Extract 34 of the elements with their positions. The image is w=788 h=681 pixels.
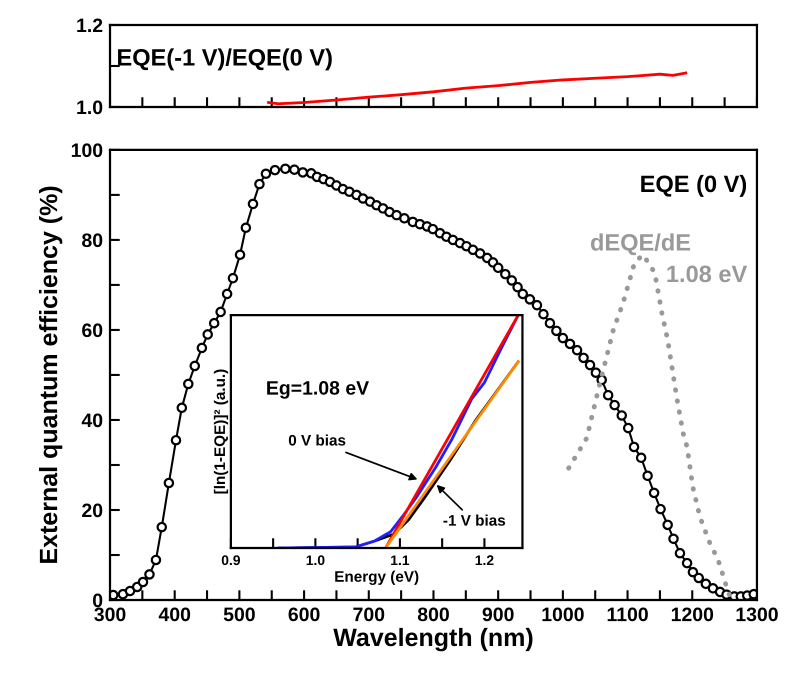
x-tick-label: 1.2 (476, 555, 494, 566)
x-tick-label: 300 (94, 607, 126, 622)
annotation: -1 V bias (443, 514, 506, 526)
annotation: EQE(-1 V)/EQE(0 V) (118, 48, 332, 70)
y-tick-label: 0 (93, 593, 102, 608)
y-tick-label: 60 (82, 323, 102, 338)
x-tick-label: 1200 (672, 607, 714, 622)
x-tick-label: 400 (158, 607, 190, 622)
x-tick-label: 1300 (736, 607, 778, 622)
x-tick-label: 0.9 (222, 555, 240, 566)
x-tick-label: 500 (224, 607, 255, 622)
annotation: 1.08 eV (667, 266, 748, 282)
y-axis-title: External quantum efficiency (%) (38, 186, 62, 563)
x-tick-label: 1100 (608, 607, 648, 622)
y-tick-label: 40 (82, 413, 102, 428)
x-tick-label: 1000 (542, 607, 584, 622)
annotation: EQE (0 V) (641, 174, 746, 197)
y-tick-label: 80 (82, 233, 102, 248)
x-axis-title: Energy (eV) (335, 570, 418, 585)
y-tick-label: 1.2 (77, 18, 102, 32)
annotation: 0 V bias (288, 434, 346, 446)
y-tick-label: 100 (72, 143, 102, 158)
x-tick-label: 700 (353, 607, 384, 622)
x-tick-label: 1.0 (306, 555, 324, 566)
y-tick-label: 20 (82, 503, 102, 518)
x-tick-label: 900 (482, 607, 514, 622)
annotation: Eg=1.08 eV (267, 380, 369, 399)
y-tick-label: 1.0 (77, 100, 102, 114)
x-tick-label: 600 (288, 607, 320, 622)
y-axis-title: [ln(1-EQE)]² (a.u.) (214, 370, 228, 494)
x-tick-label: 1.1 (391, 555, 410, 566)
x-tick-label: 800 (418, 607, 449, 622)
annotation: dEQE/dE (590, 233, 690, 256)
x-axis-title: Wavelength (nm) (333, 628, 532, 652)
